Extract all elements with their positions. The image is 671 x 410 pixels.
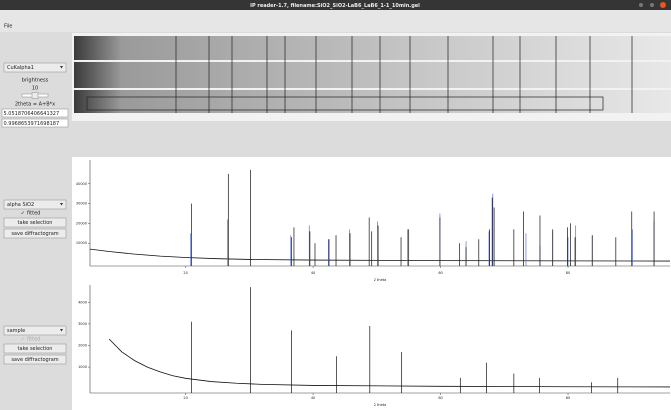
window-title: IP reader-1.7, filename:SiO2_SiO2-LaB6_L… xyxy=(250,3,420,9)
image-strip xyxy=(74,62,671,88)
x-tick-label: 40 xyxy=(311,396,315,400)
maximize-button[interactable] xyxy=(650,3,654,7)
background-curve xyxy=(89,248,671,262)
background-curve xyxy=(108,338,671,388)
y-tick-label: 40000 xyxy=(76,182,87,186)
x-axis-label: 2 theta xyxy=(374,403,387,407)
dropdown-arrow xyxy=(60,66,63,69)
selector-text: alpha SiO2 xyxy=(7,202,34,208)
selector[interactable] xyxy=(3,199,67,210)
close-button[interactable] xyxy=(660,2,666,8)
plot-area xyxy=(72,283,671,410)
dropdown-arrow xyxy=(60,203,63,206)
dropdown-arrow xyxy=(60,329,63,332)
selection-box[interactable] xyxy=(86,96,604,111)
x-tick-label: 20 xyxy=(183,396,187,400)
slider-handle[interactable] xyxy=(31,92,39,99)
y-tick-label: 3000 xyxy=(78,322,87,326)
x-tick-label: 20 xyxy=(183,271,187,275)
source-selector[interactable] xyxy=(3,62,67,73)
minimize-button[interactable] xyxy=(639,3,643,7)
brightness-label: brightness xyxy=(22,78,49,84)
selector[interactable] xyxy=(3,325,67,336)
formula-label: 2theta = A+B*x xyxy=(15,102,55,108)
button[interactable] xyxy=(3,343,67,354)
y-tick-label: 10000 xyxy=(76,241,87,245)
check-mark: ✓ xyxy=(21,211,25,217)
y-tick-label: 20000 xyxy=(76,221,87,225)
y-tick-label: 1000 xyxy=(78,365,87,369)
selector-text: sample xyxy=(7,328,25,334)
x-tick-label: 40 xyxy=(311,271,315,275)
brightness-value: 10 xyxy=(32,86,38,92)
menu-bar xyxy=(0,10,671,32)
title-bar xyxy=(0,0,671,10)
y-tick-label: 30000 xyxy=(76,202,87,206)
source-selector-text: CuKalpha1 xyxy=(7,65,34,71)
image-strip xyxy=(74,90,671,113)
check-label[interactable]: fitted xyxy=(27,211,40,217)
x-tick-label: 60 xyxy=(438,271,442,275)
button-label: take selection xyxy=(18,220,53,226)
x-axis-label: 2 theta xyxy=(374,278,387,282)
x-tick-label: 80 xyxy=(566,271,570,275)
check-label: fitted xyxy=(27,337,40,343)
button[interactable] xyxy=(3,354,67,365)
button[interactable] xyxy=(3,228,67,239)
menu-file[interactable]: File xyxy=(4,24,12,30)
param-a: 5.0518706406641327 xyxy=(4,111,60,117)
button-label: take selection xyxy=(18,346,53,352)
y-tick-label: 4000 xyxy=(78,300,87,304)
button-label: save diffractogram xyxy=(11,357,58,363)
x-tick-label: 60 xyxy=(438,396,442,400)
y-tick-label: 2000 xyxy=(78,343,87,347)
x-tick-label: 80 xyxy=(566,396,570,400)
param-a-input[interactable] xyxy=(1,108,69,118)
check-mark: ✓ xyxy=(21,337,25,343)
param-b-input[interactable] xyxy=(1,118,69,128)
param-b: 0.9968653971698187 xyxy=(4,121,60,127)
button[interactable] xyxy=(3,217,67,228)
image-strip xyxy=(74,36,671,60)
diffraction-rings xyxy=(175,36,633,113)
button-label: save diffractogram xyxy=(11,231,58,237)
